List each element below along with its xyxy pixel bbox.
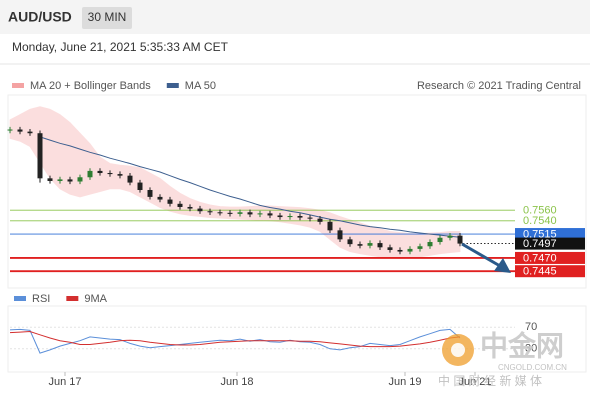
bollinger-band [9, 106, 461, 259]
y-tick-label: 70 [525, 321, 537, 333]
candle-body [457, 235, 463, 244]
candle-body [107, 173, 113, 175]
level-label: 0.7560 [523, 205, 557, 217]
legend-swatch [166, 83, 179, 88]
legend-swatch [66, 296, 79, 301]
candle-body [97, 170, 103, 174]
forecast-arrow [461, 242, 501, 268]
candle-body [147, 190, 153, 197]
indicator-line [9, 330, 461, 348]
candle-body [137, 182, 143, 190]
candle-body [187, 206, 193, 209]
candle-body [37, 133, 43, 179]
candle-body [367, 243, 373, 246]
timeframe[interactable]: 30 MIN [88, 10, 127, 24]
candle-body [247, 212, 253, 215]
candle-body [397, 249, 403, 252]
candle-body [267, 213, 273, 216]
level-label: 0.7540 [523, 215, 557, 227]
x-tick-label: Jun 21 [458, 376, 491, 388]
candle-body [437, 237, 443, 243]
candle-body [177, 203, 183, 207]
candle-body [257, 213, 263, 215]
legend-label[interactable]: 9MA [84, 293, 107, 305]
forecast-arrowhead [494, 258, 511, 273]
level-label: 0.7470 [523, 252, 557, 264]
x-tick-label: Jun 19 [388, 376, 421, 388]
level-label: 0.7445 [523, 266, 557, 278]
candle-body [117, 174, 123, 176]
candle-body [387, 247, 393, 250]
candle-body [407, 248, 413, 252]
level-label-box [515, 265, 585, 278]
watermark-brand: 中金网 [480, 329, 564, 361]
watermark: 中金网 CNGOLD.COM.CN 中 国 财 经 新 媒 体 [438, 329, 567, 388]
candle-body [447, 235, 453, 238]
symbol: AUD/USD [8, 9, 72, 25]
x-tick-label: Jun 17 [48, 376, 81, 388]
candle-body [197, 208, 203, 212]
ma50-line [39, 136, 461, 238]
candle-body [277, 215, 283, 218]
watermark-slogan: 中 国 财 经 新 媒 体 [438, 373, 542, 388]
candle-body [67, 179, 73, 182]
level-label-box [515, 228, 585, 241]
candle-body [377, 243, 383, 248]
level-label: 0.7497 [523, 238, 557, 250]
candle-body [17, 129, 23, 132]
legend-swatch [14, 296, 26, 301]
candle-body [227, 212, 233, 214]
y-tick-label: 30 [525, 343, 537, 355]
candle-body [357, 244, 363, 246]
watermark-logo-inner [451, 343, 465, 357]
candle-body [27, 131, 33, 134]
candle-body [157, 196, 163, 200]
watermark-site: CNGOLD.COM.CN [498, 363, 567, 372]
level-label-box [515, 251, 585, 264]
candle-body [127, 175, 133, 183]
candle-body [47, 178, 53, 181]
candle-body [217, 212, 223, 214]
x-tick-label: Jun 18 [220, 376, 253, 388]
credit: Research © 2021 Trading Central [417, 80, 581, 92]
rsi-panel [7, 305, 587, 373]
indicator-line [9, 328, 461, 354]
candle-body [237, 212, 243, 214]
candle-body [347, 239, 353, 245]
candle-body [307, 217, 313, 219]
candle-body [297, 216, 303, 218]
candle-body [87, 170, 93, 178]
legend-label[interactable]: MA 20 + Bollinger Bands [30, 80, 151, 92]
candle-body [327, 221, 333, 231]
legend-label[interactable]: RSI [32, 293, 50, 305]
candle-body [337, 230, 343, 240]
candle-body [317, 218, 323, 222]
datetime: Monday, June 21, 2021 5:35:33 AM CET [12, 40, 229, 54]
candle-body [167, 199, 173, 204]
candle-body [417, 246, 423, 249]
price-panel [7, 94, 587, 289]
candle-body [57, 179, 63, 181]
legend-swatch [12, 83, 24, 88]
candle-body [287, 216, 293, 218]
level-label: 0.7515 [523, 228, 557, 240]
candle-body [7, 129, 13, 131]
level-label-box [515, 237, 585, 250]
legend-label[interactable]: MA 50 [185, 80, 216, 92]
timeframe-badge[interactable] [82, 7, 132, 29]
candle-body [427, 242, 433, 247]
candle-body [77, 177, 83, 182]
candle-body [207, 211, 213, 213]
